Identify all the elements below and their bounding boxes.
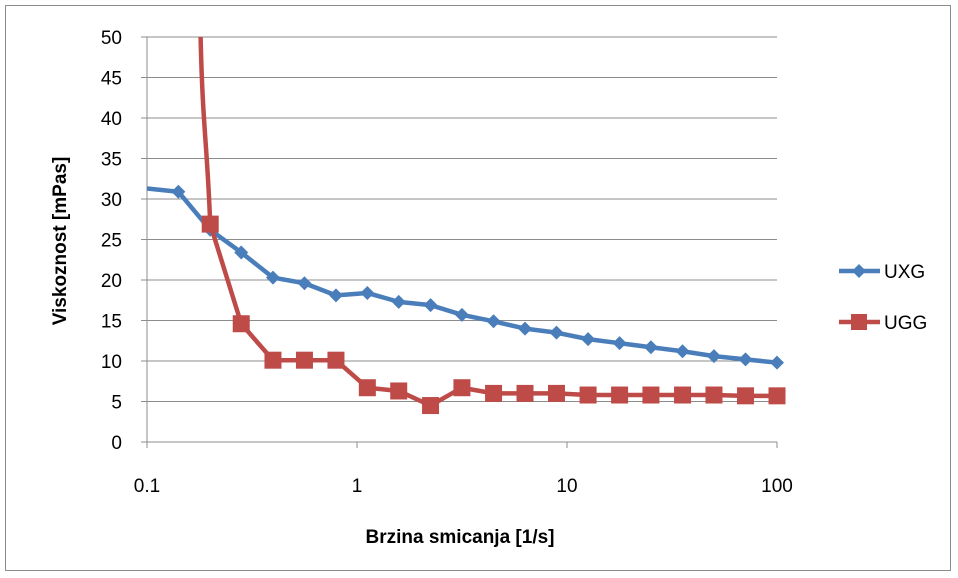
data-point <box>611 386 629 404</box>
y-tick-label: 5 <box>111 393 122 414</box>
data-point <box>265 270 280 285</box>
y-tick-label: 40 <box>101 109 122 130</box>
y-tick-label: 25 <box>101 231 122 252</box>
y-tick-label: 0 <box>111 433 122 454</box>
data-point <box>706 349 721 364</box>
data-point <box>201 215 219 233</box>
data-point <box>390 382 408 400</box>
legend-marker <box>851 314 867 330</box>
series-line-lead <box>198 36 213 225</box>
data-point <box>612 336 627 351</box>
y-tick-label: 45 <box>101 69 122 90</box>
x-tick-label: 100 <box>761 476 793 497</box>
x-tick-label: 0.1 <box>134 476 160 497</box>
data-point <box>516 384 534 402</box>
y-axis-title: Viskoznost [mPas] <box>50 157 71 326</box>
x-tick-labels: 0.1 1 10 100 <box>134 476 793 497</box>
legend-label: UXG <box>884 262 925 283</box>
y-tick-label: 10 <box>101 352 122 373</box>
data-point <box>643 340 658 355</box>
legend-item-uxg: UXG <box>839 262 925 283</box>
series-uxg <box>146 184 784 370</box>
data-point <box>171 184 186 199</box>
x-tick-label: 1 <box>352 476 363 497</box>
data-point <box>675 344 690 359</box>
data-point <box>327 351 345 369</box>
data-point <box>674 386 692 404</box>
y-tick-label: 15 <box>101 312 122 333</box>
data-point <box>423 298 438 313</box>
legend-label: UGG <box>884 313 927 334</box>
x-tick-label: 10 <box>556 476 577 497</box>
legend-item-ugg: UGG <box>839 313 927 334</box>
series-layer <box>146 36 786 415</box>
data-point <box>581 332 596 347</box>
data-point <box>768 387 786 405</box>
data-point <box>518 321 533 336</box>
y-tick-label: 35 <box>101 150 122 171</box>
chart-frame <box>5 5 951 571</box>
series-line <box>146 186 778 365</box>
y-tick-label: 30 <box>101 190 122 211</box>
legend-marker <box>852 264 866 278</box>
data-point <box>454 307 469 322</box>
data-point <box>422 397 440 415</box>
x-axis-title: Brzina smicanja [1/s] <box>365 527 554 548</box>
y-tick-label: 20 <box>101 271 122 292</box>
data-point <box>486 314 501 329</box>
data-point <box>549 325 564 340</box>
axes <box>141 36 778 448</box>
data-point <box>297 276 312 291</box>
data-point <box>391 294 406 309</box>
data-point <box>264 351 282 369</box>
data-point <box>232 315 250 333</box>
data-point <box>358 379 376 397</box>
y-tick-labels: 0 5 10 15 20 25 30 35 40 45 50 <box>101 28 122 454</box>
data-point <box>453 379 471 397</box>
data-point <box>360 285 375 300</box>
data-point <box>547 384 565 402</box>
gridlines <box>147 36 777 402</box>
data-point <box>328 288 343 303</box>
data-point <box>234 245 249 260</box>
data-point <box>738 352 753 367</box>
series-ugg <box>198 36 786 415</box>
data-point <box>485 384 503 402</box>
data-point <box>579 386 597 404</box>
data-point <box>642 386 660 404</box>
data-point <box>705 386 723 404</box>
data-point <box>737 387 755 405</box>
data-point <box>295 351 313 369</box>
data-point <box>770 355 784 370</box>
y-tick-label: 50 <box>101 28 122 49</box>
legend: UXG UGG <box>839 262 927 334</box>
